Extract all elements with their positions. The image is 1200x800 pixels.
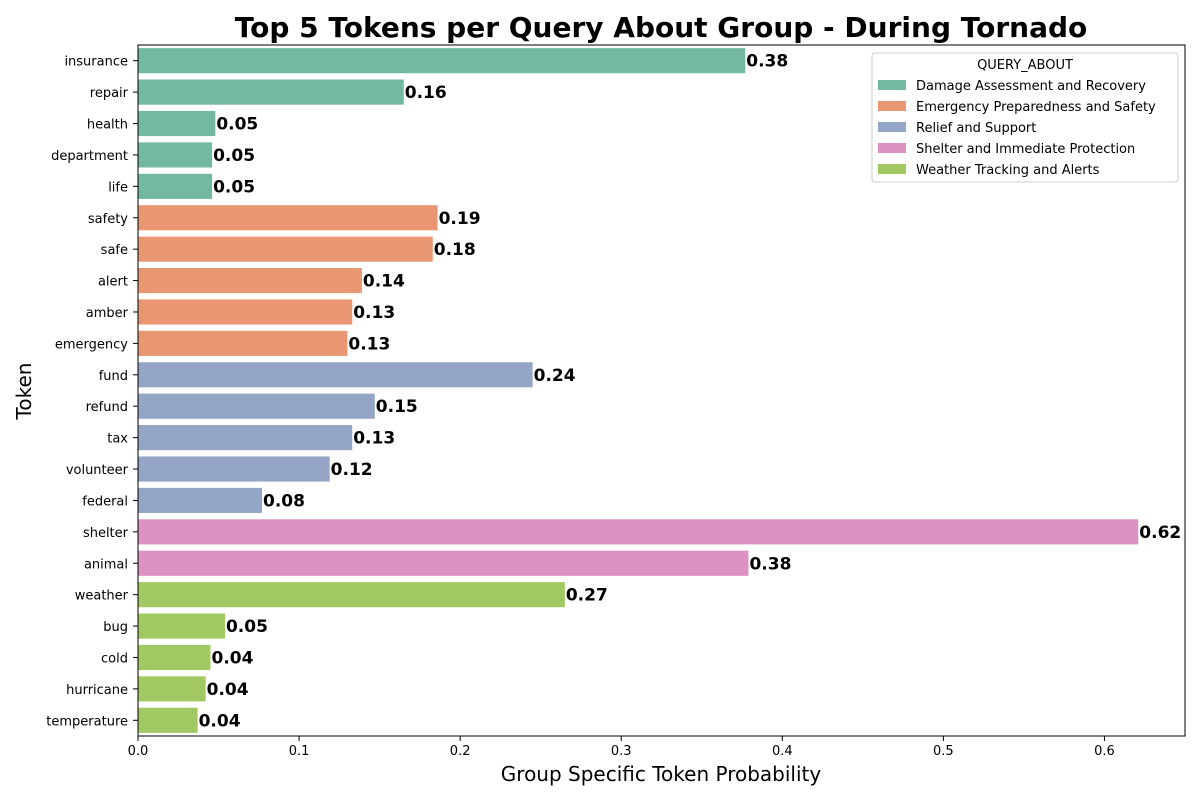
bars-layer	[138, 48, 1139, 733]
legend-entries: Damage Assessment and Recovery Emergency …	[878, 79, 1156, 178]
legend-entry-label: Damage Assessment and Recovery	[916, 79, 1146, 94]
legend: QUERY_ABOUT Damage Assessment and Recove…	[871, 52, 1179, 183]
x-tick-label: 0.5	[933, 744, 954, 759]
data-label-tax: 0.13	[353, 429, 395, 449]
data-label-alert: 0.14	[363, 272, 405, 292]
y-tick-label-hurricane: hurricane	[66, 683, 128, 698]
data-label-health: 0.05	[216, 115, 258, 135]
bar-cold	[138, 644, 211, 671]
legend-swatch	[878, 143, 906, 153]
data-label-safe: 0.18	[434, 240, 476, 260]
y-tick-label-weather: weather	[75, 589, 129, 604]
legend-entry-label: Shelter and Immediate Protection	[916, 142, 1135, 157]
data-label-temperature: 0.04	[199, 711, 241, 731]
x-tick-label: 0.1	[289, 744, 310, 759]
y-tick-label-emergency: emergency	[55, 337, 128, 352]
bar-volunteer	[138, 456, 330, 482]
x-tick-label: 0.0	[128, 744, 149, 759]
y-tick-label-insurance: insurance	[64, 55, 128, 70]
legend-entry-label: Weather Tracking and Alerts	[916, 163, 1100, 178]
chart-title: Top 5 Tokens per Query About Group - Dur…	[235, 11, 1088, 44]
y-tick-label-repair: repair	[90, 86, 129, 101]
legend-frame	[871, 52, 1179, 183]
data-label-bug: 0.05	[226, 617, 268, 637]
y-tick-label-shelter: shelter	[83, 526, 129, 541]
x-axis-label: Group Specific Token Probability	[501, 762, 822, 786]
bar-life	[138, 173, 213, 199]
data-label-federal: 0.08	[263, 491, 305, 511]
bar-temperature	[138, 707, 198, 733]
y-tick-label-volunteer: volunteer	[66, 463, 129, 478]
bar-hurricane	[138, 676, 206, 702]
data-label-department: 0.05	[213, 146, 255, 166]
data-label-cold: 0.04	[211, 648, 253, 668]
data-label-shelter: 0.62	[1139, 523, 1181, 543]
data-label-safety: 0.19	[439, 209, 481, 229]
bar-federal	[138, 487, 263, 513]
legend-entry-label: Emergency Preparedness and Safety	[916, 100, 1156, 115]
legend-title: QUERY_ABOUT	[977, 58, 1073, 73]
data-label-volunteer: 0.12	[331, 460, 373, 480]
bar-amber	[138, 299, 353, 325]
x-tick-label: 0.4	[772, 744, 793, 759]
y-tick-label-alert: alert	[98, 275, 128, 290]
y-tick-label-bug: bug	[103, 620, 128, 635]
bar-department	[138, 142, 213, 168]
data-label-amber: 0.13	[353, 303, 395, 323]
bar-emergency	[138, 330, 348, 356]
x-axis-ticks: 0.0 0.1 0.2 0.3 0.4 0.5 0.6	[128, 736, 1115, 759]
plot-frame	[137, 44, 1186, 737]
bar-repair	[138, 79, 404, 105]
y-tick-label-tax: tax	[107, 432, 128, 447]
y-tick-label-safe: safe	[101, 243, 128, 258]
y-tick-label-federal: federal	[82, 494, 128, 509]
data-label-refund: 0.15	[376, 397, 418, 417]
y-tick-label-health: health	[87, 118, 128, 133]
bar-alert	[138, 268, 362, 294]
bar-bug	[138, 613, 225, 639]
bar-fund	[138, 362, 533, 388]
data-label-animal: 0.38	[749, 554, 791, 574]
y-tick-label-department: department	[51, 149, 128, 164]
legend-entry-label: Relief and Support	[916, 121, 1036, 136]
bar-shelter	[138, 519, 1139, 545]
y-tick-label-animal: animal	[84, 557, 128, 572]
x-tick-label: 0.2	[450, 744, 471, 759]
x-tick-label: 0.6	[1094, 744, 1115, 759]
data-label-weather: 0.27	[566, 586, 608, 606]
bar-safety	[138, 205, 438, 231]
y-tick-label-fund: fund	[99, 369, 128, 384]
y-tick-label-cold: cold	[101, 651, 128, 666]
data-label-life: 0.05	[213, 177, 255, 197]
y-tick-label-refund: refund	[86, 400, 128, 415]
x-tick-label: 0.3	[611, 744, 632, 759]
legend-swatch	[878, 80, 906, 90]
y-tick-label-temperature: temperature	[46, 714, 128, 729]
data-label-hurricane: 0.04	[207, 680, 249, 700]
bar-weather	[138, 582, 565, 608]
legend-swatch	[878, 122, 906, 132]
legend-swatch	[878, 101, 906, 111]
data-label-insurance: 0.38	[746, 52, 788, 72]
bar-safe	[138, 236, 433, 262]
y-axis-ticks: insurancerepairhealthdepartmentlifesafet…	[46, 55, 138, 729]
data-label-emergency: 0.13	[348, 334, 390, 354]
legend-swatch	[878, 164, 906, 174]
data-labels-layer: 0.38 0.16 0.05 0.05 0.05 0.19 0.18 0.14 0.13 0.13…	[199, 52, 1182, 732]
bar-animal	[138, 550, 749, 576]
y-tick-label-safety: safety	[88, 212, 128, 227]
bar-tax	[138, 425, 353, 451]
data-label-fund: 0.24	[534, 366, 576, 386]
bar-refund	[138, 393, 375, 419]
y-tick-label-life: life	[108, 180, 128, 195]
y-axis-label: Token	[12, 363, 36, 421]
bar-insurance	[138, 48, 746, 74]
bar-health	[138, 110, 216, 137]
y-tick-label-amber: amber	[86, 306, 129, 321]
data-label-repair: 0.16	[405, 83, 447, 103]
